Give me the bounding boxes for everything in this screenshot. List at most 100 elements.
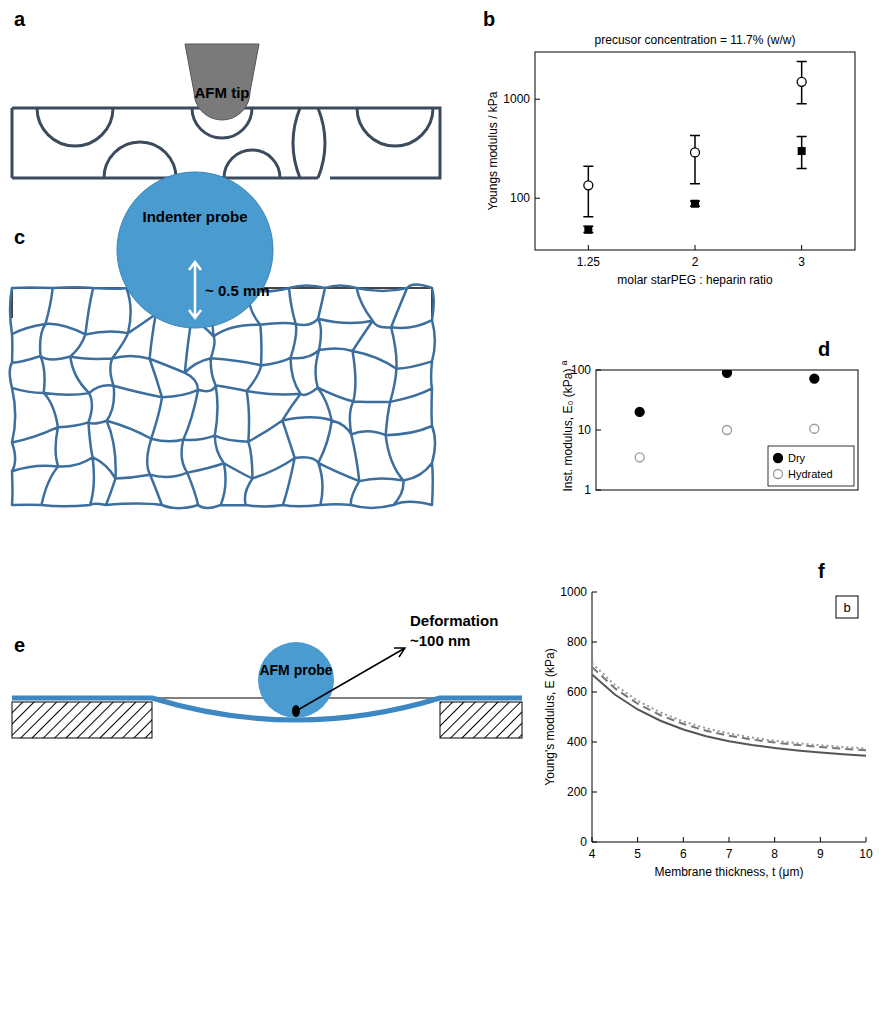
error-bar <box>797 137 807 169</box>
y-tick-label: 0 <box>580 835 587 849</box>
diagram-a: AFM tip <box>12 44 440 178</box>
y-tick-label: 1 <box>584 483 591 497</box>
y-tick-label: 600 <box>567 685 587 699</box>
panel-letter: e <box>14 634 25 656</box>
legend: Dry Hydrated <box>768 446 854 486</box>
frame <box>535 52 855 250</box>
line <box>592 663 866 748</box>
x-tick-label: 6 <box>680 847 687 861</box>
point <box>810 424 819 433</box>
y-tick <box>592 742 597 743</box>
y-tick-label: 400 <box>567 735 587 749</box>
label: AFM probe <box>259 662 332 678</box>
y-label: Inst. modulus, E₀ (kPa) <box>561 368 575 491</box>
panel-letter: b <box>483 8 495 30</box>
point <box>635 407 644 416</box>
point <box>584 181 593 190</box>
x-tick <box>637 837 638 842</box>
point <box>635 453 644 462</box>
point <box>797 77 806 86</box>
x-label: molar starPEG : heparin ratio <box>617 273 773 287</box>
label: Deformation <box>410 612 498 629</box>
pore <box>104 142 176 178</box>
marks <box>583 62 806 234</box>
y-tick-label: 1000 <box>560 585 587 599</box>
point <box>798 147 806 155</box>
support <box>440 702 522 738</box>
indenter <box>117 172 273 328</box>
chart: 110100Inst. modulus, E₀ (kPa)aDryHydrate… <box>559 360 858 497</box>
x-tick <box>820 837 821 842</box>
y-tick <box>535 198 540 199</box>
annotation: b <box>843 600 850 615</box>
diagram-c: Indenter probe ~ 0.5 mm <box>10 172 435 508</box>
y-tick <box>592 792 597 793</box>
afm-probe <box>258 642 334 718</box>
y-label: Youngs modulus / kPa <box>486 91 500 210</box>
error-bar <box>583 166 593 216</box>
legend-label: Hydrated <box>788 468 833 480</box>
x-tick <box>683 837 684 842</box>
annotation-box <box>836 596 858 618</box>
marks <box>592 663 866 756</box>
panel-letter: a <box>14 8 26 30</box>
pore <box>357 108 433 146</box>
point <box>584 226 592 234</box>
x-tick <box>801 245 802 250</box>
x-tick <box>866 837 867 842</box>
y-tick-label: 200 <box>567 785 587 799</box>
x-tick-label: 8 <box>771 847 778 861</box>
panel-letter: c <box>14 226 25 248</box>
y-label-group: Young's modulus, E (kPa) <box>543 648 557 785</box>
legend-label: Dry <box>788 452 806 464</box>
point <box>774 470 783 479</box>
y-label: Young's modulus, E (kPa) <box>543 648 557 785</box>
axis <box>592 592 866 842</box>
line <box>592 675 866 756</box>
y-tick-label: 800 <box>567 635 587 649</box>
y-tick <box>592 842 597 843</box>
pore <box>318 108 325 178</box>
title: precusor concentration = 11.7% (w/w) <box>595 33 796 47</box>
y-tick <box>592 592 597 593</box>
x-tick-label: 7 <box>726 847 733 861</box>
y-tick <box>596 430 601 431</box>
support <box>12 702 152 738</box>
film-edge <box>11 108 14 178</box>
x-tick <box>774 837 775 842</box>
x-tick-label: 2 <box>692 255 699 269</box>
pore <box>293 108 300 178</box>
arrow <box>189 262 201 318</box>
point <box>810 374 819 383</box>
error-bar <box>797 62 807 104</box>
arrow <box>296 648 405 711</box>
x-tick-label: 5 <box>634 847 641 861</box>
label: ~ 0.5 mm <box>205 282 270 299</box>
diagram-e: AFM probeDeformation~100 nm <box>12 612 522 738</box>
y-tick <box>596 490 601 491</box>
panel-letter: d <box>818 338 830 360</box>
frame <box>596 370 858 490</box>
y-tick <box>596 370 601 371</box>
panel-letter: f <box>818 560 825 582</box>
x-tick-label: 9 <box>817 847 824 861</box>
y-tick-label: 10 <box>578 423 592 437</box>
y-label-group: Inst. modulus, E₀ (kPa)a <box>559 360 575 491</box>
x-tick <box>592 837 593 842</box>
point <box>691 148 700 157</box>
y-tick <box>592 642 597 643</box>
x-tick <box>729 837 730 842</box>
point <box>774 454 783 463</box>
point <box>723 370 732 377</box>
x-tick-label: 10 <box>859 847 873 861</box>
x-tick-label: 3 <box>798 255 805 269</box>
line <box>592 667 866 750</box>
pore <box>37 108 113 146</box>
point <box>723 426 732 435</box>
x-tick-label: 4 <box>589 847 596 861</box>
x-label: Membrane thickness, t (μm) <box>655 865 804 879</box>
legend-box <box>768 446 854 486</box>
figure: a b c d e f AFM tip Indenter probe ~ 0.5 mm AFM p… <box>0 0 888 1021</box>
x-tick <box>695 245 696 250</box>
label: Indenter probe <box>142 208 247 225</box>
